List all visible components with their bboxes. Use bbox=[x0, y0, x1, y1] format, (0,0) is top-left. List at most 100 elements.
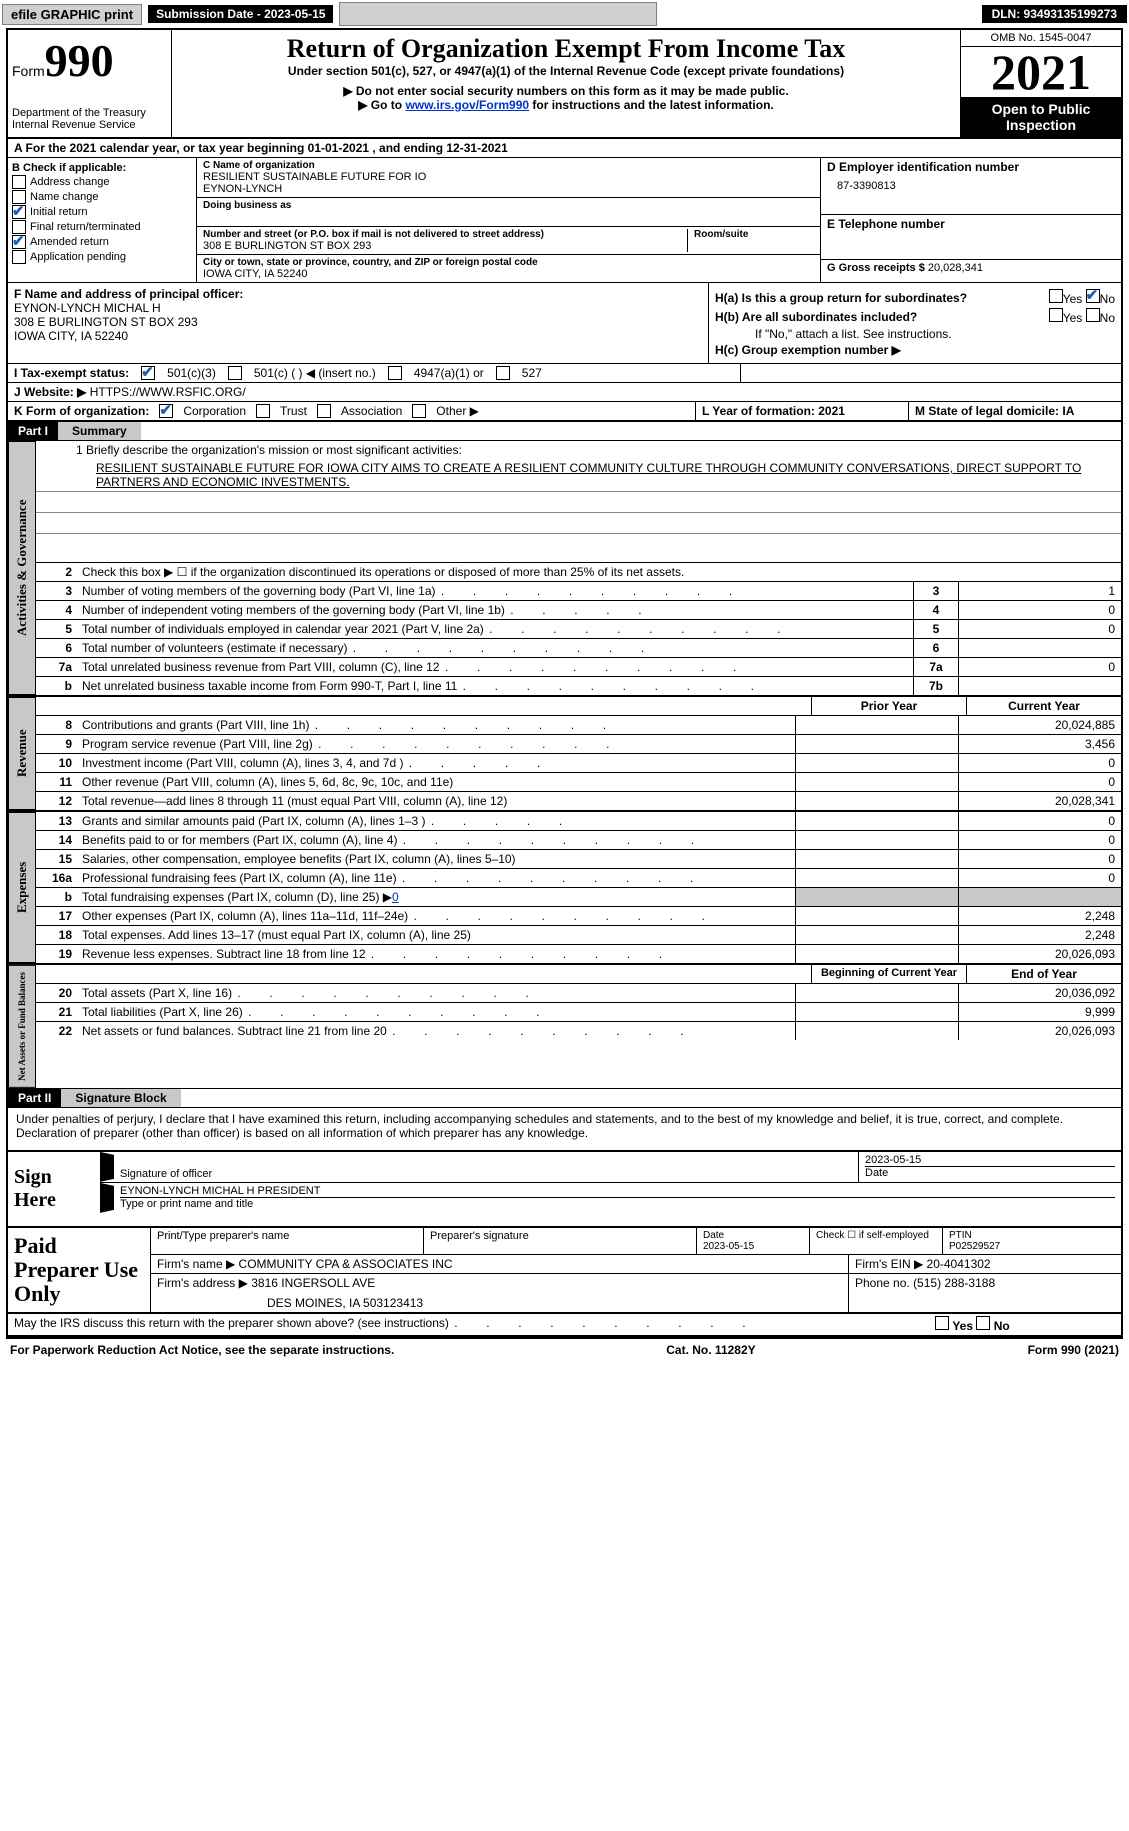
l13-desc: Grants and similar amounts paid (Part IX… bbox=[78, 812, 795, 830]
l16a-prior bbox=[795, 869, 958, 887]
chk-527[interactable] bbox=[496, 366, 510, 380]
irs-link[interactable]: www.irs.gov/Form990 bbox=[405, 98, 529, 112]
chk-ha-yes[interactable] bbox=[1049, 289, 1063, 303]
section-f-h: F Name and address of principal officer:… bbox=[8, 283, 1121, 364]
lbl-address: Address change bbox=[30, 176, 110, 188]
header-mid: Return of Organization Exempt From Incom… bbox=[172, 30, 960, 137]
city: IOWA CITY, IA 52240 bbox=[203, 268, 814, 280]
l15-desc: Salaries, other compensation, employee b… bbox=[78, 850, 795, 868]
chk-address[interactable] bbox=[12, 175, 26, 189]
footer-mid: Cat. No. 11282Y bbox=[666, 1343, 755, 1357]
row-i: I Tax-exempt status: 501(c)(3) 501(c) ( … bbox=[8, 364, 1121, 383]
l7a-desc: Total unrelated business revenue from Pa… bbox=[78, 658, 913, 676]
l7a-box: 7a bbox=[913, 658, 958, 676]
lbl-pending: Application pending bbox=[30, 251, 126, 263]
l14-cur: 0 bbox=[958, 831, 1121, 849]
col-d-e-g: D Employer identification number 87-3390… bbox=[820, 158, 1121, 282]
page-footer: For Paperwork Reduction Act Notice, see … bbox=[0, 1339, 1129, 1361]
firm-addr2: DES MOINES, IA 503123413 bbox=[157, 1296, 842, 1310]
hdr-end: End of Year bbox=[966, 965, 1121, 983]
opt-501c: 501(c) ( ) ◀ (insert no.) bbox=[254, 366, 376, 380]
l8-prior bbox=[795, 716, 958, 734]
l4-val: 0 bbox=[958, 601, 1121, 619]
chk-discuss-yes[interactable] bbox=[935, 1316, 949, 1330]
dln-label: DLN: 93493135199273 bbox=[982, 5, 1127, 23]
l19-cur: 20,026,093 bbox=[958, 945, 1121, 963]
header-right: OMB No. 1545-0047 2021 Open to Public In… bbox=[960, 30, 1121, 137]
chk-501c[interactable] bbox=[228, 366, 242, 380]
chk-amended[interactable] bbox=[12, 235, 26, 249]
l20-cur: 20,036,092 bbox=[958, 984, 1121, 1002]
l6-desc: Total number of volunteers (estimate if … bbox=[78, 639, 913, 657]
room-lbl: Room/suite bbox=[694, 229, 814, 240]
part1-header: Part I Summary bbox=[8, 422, 1121, 441]
vtab-net: Net Assets or Fund Balances bbox=[8, 965, 36, 1088]
mission-q: 1 Briefly describe the organization's mi… bbox=[36, 441, 1121, 459]
l10-desc: Investment income (Part VIII, column (A)… bbox=[78, 754, 795, 772]
chk-corp[interactable] bbox=[159, 404, 173, 418]
l22-prior bbox=[795, 1022, 958, 1040]
sig-officer-lbl: Signature of officer bbox=[114, 1152, 858, 1182]
chk-hb-no[interactable] bbox=[1086, 308, 1100, 322]
f-addr2: IOWA CITY, IA 52240 bbox=[14, 329, 702, 343]
chk-pending[interactable] bbox=[12, 250, 26, 264]
section-b-to-g: B Check if applicable: Address change Na… bbox=[8, 158, 1121, 283]
l17-prior bbox=[795, 907, 958, 925]
opt-assoc: Association bbox=[341, 404, 402, 418]
ein: 87-3390813 bbox=[827, 180, 1115, 192]
efile-button[interactable]: efile GRAPHIC print bbox=[2, 4, 142, 25]
prep-h2: Preparer's signature bbox=[424, 1228, 697, 1254]
chk-discuss-no[interactable] bbox=[976, 1316, 990, 1330]
l7b-box: 7b bbox=[913, 677, 958, 695]
firm-name-lbl: Firm's name ▶ bbox=[157, 1257, 235, 1271]
mission-blank1 bbox=[36, 492, 1121, 513]
org-name: RESILIENT SUSTAINABLE FUTURE FOR IO bbox=[203, 171, 814, 183]
dba-lbl: Doing business as bbox=[203, 200, 814, 211]
l3-val: 1 bbox=[958, 582, 1121, 600]
addr: 308 E BURLINGTON ST BOX 293 bbox=[203, 240, 687, 252]
vtab-rev: Revenue bbox=[8, 697, 36, 810]
chk-initial[interactable] bbox=[12, 205, 26, 219]
phone-lbl: Phone no. bbox=[855, 1276, 910, 1290]
blank-button[interactable] bbox=[339, 2, 657, 26]
opt-4947: 4947(a)(1) or bbox=[414, 366, 484, 380]
discuss-text: May the IRS discuss this return with the… bbox=[8, 1314, 929, 1335]
f-name: EYNON-LYNCH MICHAL H bbox=[14, 301, 702, 315]
l11-prior bbox=[795, 773, 958, 791]
l4-desc: Number of independent voting members of … bbox=[78, 601, 913, 619]
city-lbl: City or town, state or province, country… bbox=[203, 257, 814, 268]
row-j: J Website: ▶ HTTPS://WWW.RSFIC.ORG/ bbox=[8, 383, 1121, 402]
l13-cur: 0 bbox=[958, 812, 1121, 830]
l20-desc: Total assets (Part X, line 16) bbox=[78, 984, 795, 1002]
l9-desc: Program service revenue (Part VIII, line… bbox=[78, 735, 795, 753]
footer-right: Form 990 (2021) bbox=[1028, 1343, 1119, 1357]
l5-box: 5 bbox=[913, 620, 958, 638]
l21-prior bbox=[795, 1003, 958, 1021]
irs-label: Internal Revenue Service bbox=[12, 119, 167, 131]
chk-other[interactable] bbox=[412, 404, 426, 418]
l21-cur: 9,999 bbox=[958, 1003, 1121, 1021]
l16a-desc: Professional fundraising fees (Part IX, … bbox=[78, 869, 795, 887]
l-lbl: L Year of formation: 2021 bbox=[702, 404, 845, 418]
instr2-post: for instructions and the latest informat… bbox=[529, 98, 774, 112]
l11-desc: Other revenue (Part VIII, column (A), li… bbox=[78, 773, 795, 791]
form-title: Return of Organization Exempt From Incom… bbox=[178, 34, 954, 64]
firm-ein: 20-4041302 bbox=[927, 1257, 991, 1271]
hdr-prior: Prior Year bbox=[811, 697, 966, 715]
part2-header: Part II Signature Block bbox=[8, 1089, 1121, 1108]
l9-prior bbox=[795, 735, 958, 753]
chk-ha-no[interactable] bbox=[1086, 289, 1100, 303]
prep-date-lbl: Date bbox=[703, 1230, 724, 1241]
chk-4947[interactable] bbox=[388, 366, 402, 380]
revenue-section: Revenue Prior YearCurrent Year 8Contribu… bbox=[8, 697, 1121, 812]
l22-cur: 20,026,093 bbox=[958, 1022, 1121, 1040]
l9-cur: 3,456 bbox=[958, 735, 1121, 753]
chk-hb-yes[interactable] bbox=[1049, 308, 1063, 322]
lbl-amended: Amended return bbox=[30, 236, 109, 248]
opt-501c3: 501(c)(3) bbox=[167, 366, 216, 380]
prep-title: Paid Preparer Use Only bbox=[8, 1228, 150, 1313]
chk-501c3[interactable] bbox=[141, 366, 155, 380]
chk-trust[interactable] bbox=[256, 404, 270, 418]
chk-assoc[interactable] bbox=[317, 404, 331, 418]
form-container: Form990 Department of the Treasury Inter… bbox=[6, 28, 1123, 1339]
